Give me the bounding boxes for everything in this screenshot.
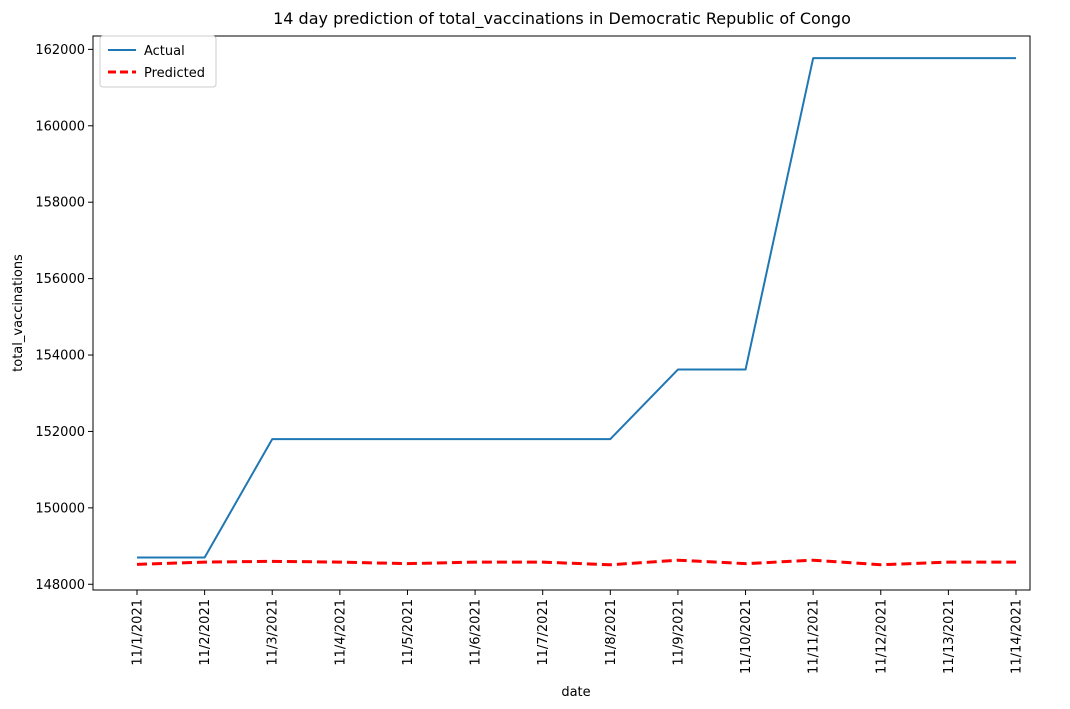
y-tick-label: 158000 bbox=[35, 196, 85, 211]
y-axis-label: total_vaccinations bbox=[11, 254, 26, 372]
y-tick-label: 150000 bbox=[35, 501, 85, 516]
x-tick-label: 11/11/2021 bbox=[807, 599, 822, 674]
legend-actual-label: Actual bbox=[144, 44, 185, 59]
x-tick-label: 11/6/2021 bbox=[469, 599, 484, 666]
x-tick-label: 11/5/2021 bbox=[401, 599, 416, 666]
legend: Actual Predicted bbox=[99, 35, 217, 88]
x-tick-label: 11/3/2021 bbox=[266, 599, 281, 666]
x-tick-label: 11/4/2021 bbox=[333, 599, 348, 666]
x-tick-label: 11/7/2021 bbox=[536, 599, 551, 666]
x-tick-label: 11/12/2021 bbox=[874, 599, 889, 674]
y-tick-label: 154000 bbox=[35, 349, 85, 364]
chart-title: 14 day prediction of total_vaccinations … bbox=[273, 9, 851, 29]
x-tick-label: 11/10/2021 bbox=[739, 599, 754, 674]
x-axis: 11/1/2021 11/2/2021 11/3/2021 11/4/2021 11/5… bbox=[131, 590, 1025, 674]
y-tick-label: 162000 bbox=[35, 43, 85, 58]
plot-frame bbox=[92, 35, 1031, 591]
y-tick-label: 152000 bbox=[35, 425, 85, 440]
legend-predicted-label: Predicted bbox=[144, 66, 205, 81]
plot-area bbox=[136, 57, 1016, 567]
y-axis: 148000 150000 152000 154000 156000 158000 1600… bbox=[35, 43, 93, 593]
y-tick-label: 160000 bbox=[35, 119, 85, 134]
y-tick-label: 156000 bbox=[35, 272, 85, 287]
x-tick-label: 11/13/2021 bbox=[942, 599, 957, 674]
series-line-predicted bbox=[136, 558, 1016, 567]
x-axis-label: date bbox=[561, 685, 590, 700]
x-tick-label: 11/14/2021 bbox=[1010, 599, 1025, 674]
x-tick-label: 11/9/2021 bbox=[671, 599, 686, 666]
y-tick-label: 148000 bbox=[35, 578, 85, 593]
legend-box bbox=[99, 35, 217, 88]
x-tick-label: 11/1/2021 bbox=[131, 599, 146, 666]
x-tick-label: 11/2/2021 bbox=[198, 599, 213, 666]
series-line-actual bbox=[137, 57, 1016, 559]
x-tick-label: 11/8/2021 bbox=[604, 599, 619, 666]
